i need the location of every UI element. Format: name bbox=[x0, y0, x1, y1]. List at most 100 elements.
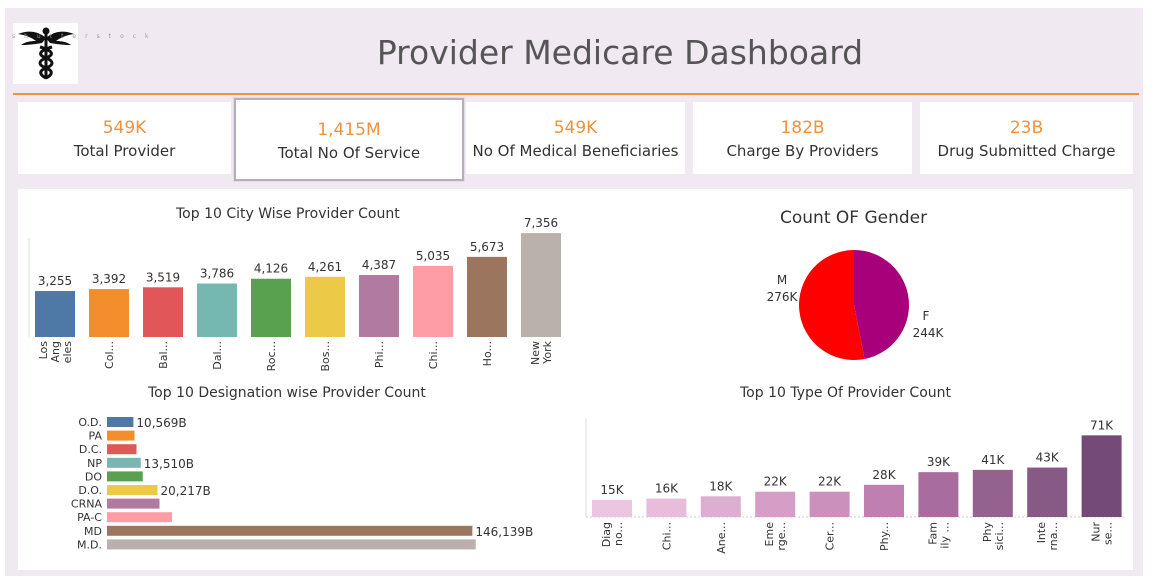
page-title: Provider Medicare Dashboard bbox=[376, 33, 864, 72]
city-bar-label: 4,261 bbox=[308, 260, 342, 274]
city-bar-label: 7,356 bbox=[524, 216, 558, 230]
logo bbox=[13, 23, 78, 84]
type-bar bbox=[864, 484, 904, 517]
type-bar bbox=[1027, 467, 1068, 517]
designation-bar-label: 13,510B bbox=[144, 457, 194, 471]
city-bar-label: 3,392 bbox=[92, 272, 126, 286]
type-tick-label: Nur bbox=[1090, 522, 1103, 542]
city-tick-label: Los bbox=[37, 341, 50, 360]
type-bar-label: 43K bbox=[1036, 451, 1060, 465]
city-bar bbox=[521, 233, 561, 337]
designation-tick-label: CRNA bbox=[71, 498, 103, 511]
city-tick-label: Bos... bbox=[319, 341, 332, 372]
designation-bar bbox=[107, 525, 473, 536]
kpi-card-total-no-of-service[interactable]: 1,415M Total No Of Service bbox=[234, 98, 464, 181]
designation-tick-label: M.D. bbox=[77, 538, 102, 551]
type-tick-label: Phy... bbox=[878, 522, 891, 551]
kpi-card-no-of-medical-beneficiaries[interactable]: 549K No Of Medical Beneficiaries bbox=[466, 102, 685, 174]
city-bar bbox=[413, 265, 453, 337]
type-bar-label: 16K bbox=[655, 482, 679, 496]
city-bar bbox=[467, 256, 507, 337]
type-bar bbox=[918, 472, 959, 517]
type-bar-label: 22K bbox=[818, 475, 842, 489]
city-bar bbox=[305, 276, 345, 337]
kpi-value: 23B bbox=[1009, 118, 1044, 138]
type-bar bbox=[809, 491, 850, 517]
kpi-value: 1,415M bbox=[317, 120, 381, 140]
type-tick-label: Chi... bbox=[660, 522, 673, 550]
city-bar-label: 5,673 bbox=[470, 240, 504, 254]
designation-tick-label: D.O. bbox=[78, 484, 102, 497]
city-tick-label: Col... bbox=[103, 341, 116, 369]
designation-chart-title: Top 10 Designation wise Provider Count bbox=[148, 385, 426, 401]
kpi-card-drug-submitted-charge[interactable]: 23B Drug Submitted Charge bbox=[920, 102, 1133, 174]
city-tick-label: Ang bbox=[49, 341, 62, 362]
designation-bar-label: 20,217B bbox=[161, 484, 211, 498]
gender-slice-f bbox=[854, 250, 909, 359]
designation-bar bbox=[107, 471, 143, 482]
designation-tick-label: D.C. bbox=[79, 443, 102, 456]
designation-bar-label: 10,569B bbox=[136, 416, 186, 430]
kpi-value: 182B bbox=[780, 118, 825, 138]
designation-tick-label: DO bbox=[85, 470, 102, 483]
city-bar bbox=[359, 275, 399, 337]
caduceus-icon bbox=[17, 27, 74, 79]
gender-chart-title: Count OF Gender bbox=[780, 208, 928, 228]
kpi-card-total-provider[interactable]: 549K Total Provider bbox=[18, 102, 231, 174]
type-tick-label: Diag bbox=[600, 522, 613, 547]
city-bar-label: 5,035 bbox=[416, 249, 450, 263]
type-bar-label: 15K bbox=[600, 483, 624, 497]
kpi-card-charge-by-providers[interactable]: 182B Charge By Providers bbox=[693, 102, 912, 174]
city-bar bbox=[89, 289, 129, 337]
designation-tick-label: MD bbox=[84, 525, 102, 538]
kpi-label: Total No Of Service bbox=[277, 144, 421, 162]
type-bar-label: 41K bbox=[981, 453, 1005, 467]
gender-label-m-value: 276K bbox=[767, 290, 799, 304]
city-bar-label: 4,126 bbox=[254, 262, 288, 276]
city-bar-label: 4,387 bbox=[362, 258, 396, 272]
designation-bar-label: 146,139B bbox=[475, 525, 533, 539]
type-bar bbox=[592, 499, 632, 517]
designation-bar bbox=[107, 539, 476, 550]
designation-tick-label: NP bbox=[87, 457, 102, 470]
city-bar-label: 3,519 bbox=[146, 270, 180, 284]
designation-bar bbox=[107, 417, 134, 427]
kpi-value: 549K bbox=[102, 118, 147, 138]
type-bar-label: 71K bbox=[1090, 418, 1114, 432]
designation-bar bbox=[107, 430, 135, 441]
city-tick-label: Chi... bbox=[427, 341, 440, 369]
designation-tick-label: PA bbox=[89, 430, 103, 443]
type-tick-label: Inte bbox=[1035, 522, 1048, 544]
type-tick-label: Eme bbox=[763, 522, 776, 547]
type-bar bbox=[700, 496, 741, 517]
type-tick-label: Ane... bbox=[715, 522, 728, 554]
designation-tick-label: PA-C bbox=[77, 511, 102, 524]
city-bar bbox=[35, 291, 75, 337]
type-bar bbox=[972, 469, 1013, 517]
type-bar-label: 39K bbox=[927, 455, 951, 469]
gender-label-f-name: F bbox=[923, 309, 930, 323]
city-bar bbox=[143, 287, 183, 337]
type-bar-label: 22K bbox=[764, 475, 788, 489]
type-bar bbox=[646, 498, 687, 517]
type-bar-label: 18K bbox=[709, 479, 733, 493]
gender-label-m-name: M bbox=[777, 273, 787, 287]
provider-type-chart-title: Top 10 Type Of Provider Count bbox=[740, 385, 952, 401]
header-divider bbox=[13, 93, 1139, 95]
kpi-label: Charge By Providers bbox=[726, 142, 879, 160]
city-tick-label: Phi... bbox=[373, 341, 386, 368]
designation-bar bbox=[107, 457, 141, 468]
designation-bar bbox=[107, 485, 158, 495]
gender-slice-m bbox=[798, 250, 865, 361]
gender-label-f-value: 244K bbox=[913, 326, 945, 340]
kpi-value: 549K bbox=[553, 118, 598, 138]
designation-bar bbox=[107, 444, 137, 455]
designation-tick-label: O.D. bbox=[78, 416, 102, 429]
type-tick-label: se... bbox=[1102, 522, 1115, 545]
type-tick-label: rna... bbox=[1047, 522, 1060, 551]
type-tick-label: Cer... bbox=[824, 522, 837, 550]
city-tick-label: Roc... bbox=[265, 341, 278, 371]
city-tick-label: Bal... bbox=[157, 341, 170, 369]
city-bar bbox=[251, 278, 291, 337]
type-tick-label: ily ... bbox=[938, 522, 951, 549]
